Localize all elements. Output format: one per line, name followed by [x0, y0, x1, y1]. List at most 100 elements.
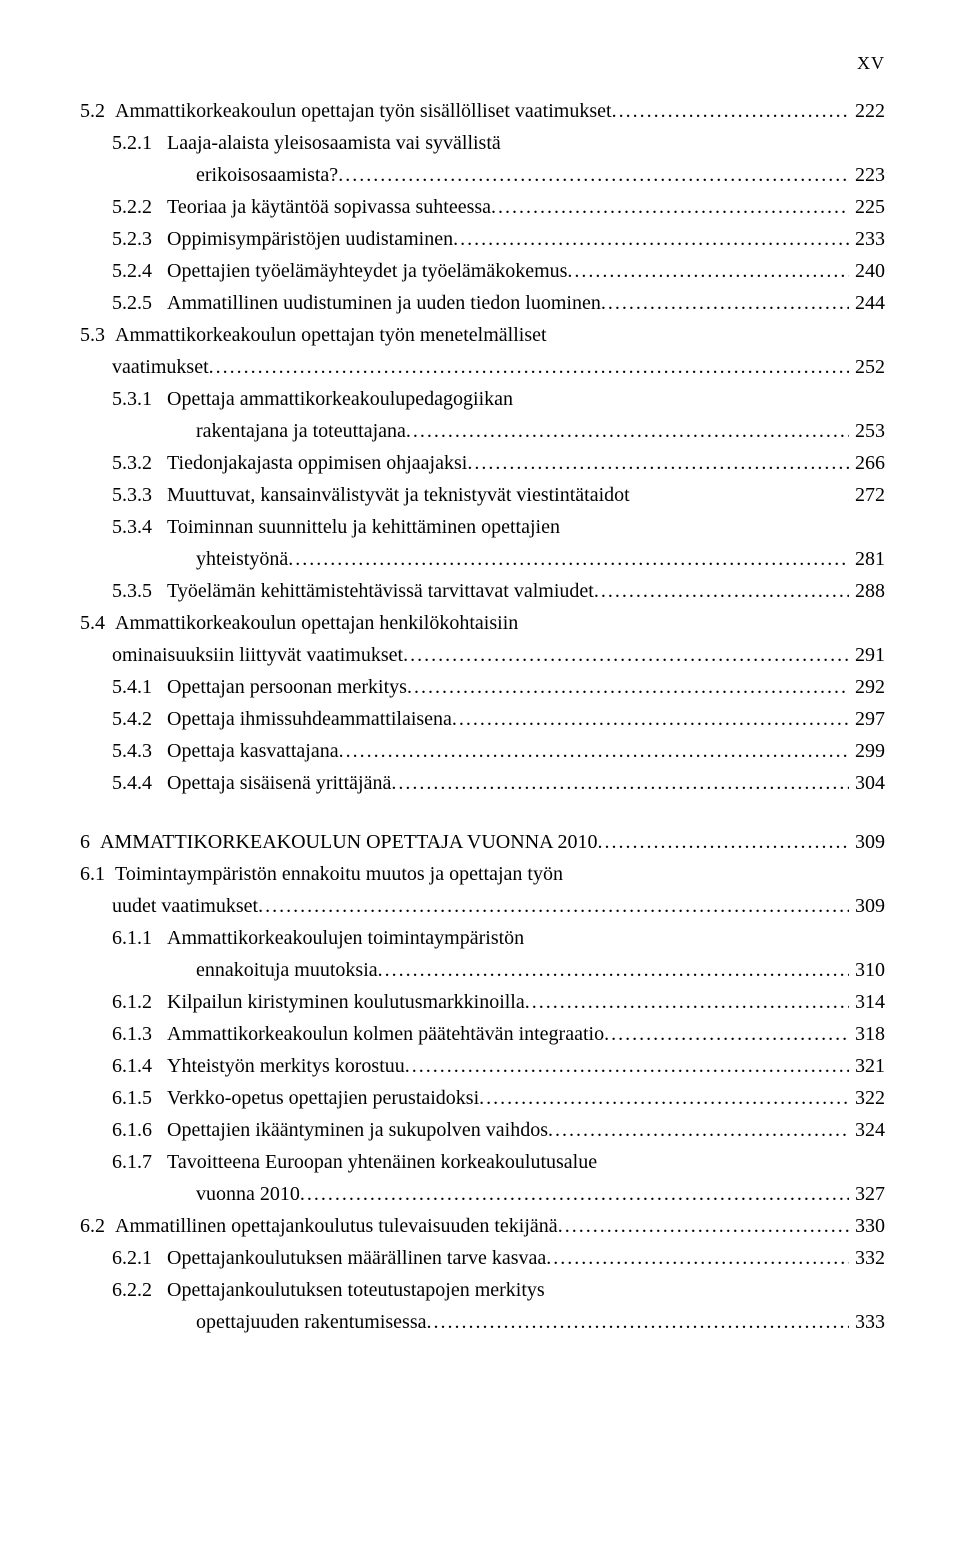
toc-entry-number: 6.1.7 — [112, 1147, 167, 1178]
toc-entry-title-wrap: vuonna 2010 — [196, 1179, 300, 1210]
toc-entry-number: 5.4.2 — [112, 704, 167, 735]
toc-leader-dots — [453, 224, 849, 255]
toc-entry-title-wrap: ennakoituja muutoksia — [196, 955, 378, 986]
toc-entry-page: 233 — [849, 224, 885, 255]
toc-entry: 6.1.6 Opettajien ikääntyminen ja sukupol… — [80, 1115, 885, 1146]
toc-entry-page: 244 — [849, 288, 885, 319]
toc-leader-dots — [601, 288, 849, 319]
toc-entry-title: Ammattikorkeakoulun opettajan työn sisäl… — [115, 96, 612, 127]
toc-entry-title: Opettajankoulutuksen toteutustapojen mer… — [167, 1275, 545, 1306]
toc-entry: 5.4 Ammattikorkeakoulun opettajan henkil… — [80, 608, 885, 639]
toc-entry-number: 6.2.2 — [112, 1275, 167, 1306]
toc-entry-wrap: uudet vaatimukset309 — [80, 891, 885, 922]
toc-entry: 5.4.1 Opettajan persoonan merkitys 292 — [80, 672, 885, 703]
toc-entry-title-wrap: erikoisosaamista? — [196, 160, 338, 191]
toc-entry-title: Tiedonjakajasta oppimisen ohjaajaksi — [167, 448, 467, 479]
toc-entry-number: 6.1.2 — [112, 987, 167, 1018]
toc-entry-number: 6 — [80, 827, 100, 858]
toc-entry-number: 6.2.1 — [112, 1243, 167, 1274]
toc-leader-dots — [491, 192, 849, 223]
toc-entry: 6.1.3 Ammattikorkeakoulun kolmen pääteht… — [80, 1019, 885, 1050]
toc-leader-dots — [406, 416, 849, 447]
toc-entry: 5.3.3 Muuttuvat, kansainvälistyvät ja te… — [80, 480, 885, 511]
toc-entry-wrap: vaatimukset252 — [80, 352, 885, 383]
toc-entry-wrap: erikoisosaamista?223 — [80, 160, 885, 191]
toc-entry-title: Oppimisympäristöjen uudistaminen — [167, 224, 453, 255]
toc-entry-title: Opettaja ihmissuhdeammattilaisena — [167, 704, 452, 735]
toc-leader-dots — [427, 1307, 850, 1338]
toc-entry: 6.1.7 Tavoitteena Euroopan yhtenäinen ko… — [80, 1147, 885, 1178]
toc-entry-page: 297 — [849, 704, 885, 735]
toc-entry-wrap: ominaisuuksiin liittyvät vaatimukset291 — [80, 640, 885, 671]
toc-entry-number: 5.4.1 — [112, 672, 167, 703]
toc-entry-page: 266 — [849, 448, 885, 479]
toc-entry-title: Opettajien ikääntyminen ja sukupolven va… — [167, 1115, 548, 1146]
toc-entry-number: 6.2 — [80, 1211, 115, 1242]
toc-entry-title: AMMATTIKORKEAKOULUN OPETTAJA VUONNA 2010 — [100, 827, 597, 858]
toc-entry-page: 310 — [849, 955, 885, 986]
toc-entry-title: Yhteistyön merkitys korostuu — [167, 1051, 405, 1082]
toc-entry-title: Toimintaympäristön ennakoitu muutos ja o… — [115, 859, 563, 890]
toc-entry-title: Opettajan persoonan merkitys — [167, 672, 407, 703]
toc-entry-page: 318 — [849, 1019, 885, 1050]
toc-entry: 6.2 Ammatillinen opettajankoulutus tulev… — [80, 1211, 885, 1242]
toc-entry: 5.4.2 Opettaja ihmissuhdeammattilaisena 2… — [80, 704, 885, 735]
toc-entry-title: Opettajien työelämäyhteydet ja työelämäk… — [167, 256, 567, 287]
toc-entry-page: 309 — [849, 827, 885, 858]
toc-entry: 5.4.4 Opettaja sisäisenä yrittäjänä304 — [80, 768, 885, 799]
toc-leader-dots — [338, 160, 849, 191]
toc-entry-number: 5.4.4 — [112, 768, 167, 799]
toc-entry: 6.1.5 Verkko-opetus opettajien perustaid… — [80, 1083, 885, 1114]
toc-entry-title: Ammattikorkeakoulun opettajan työn menet… — [115, 320, 547, 351]
toc-entry: 6.2.2 Opettajankoulutuksen toteutustapoj… — [80, 1275, 885, 1306]
toc-entry-page: 309 — [849, 891, 885, 922]
toc-entry: 6.2.1 Opettajankoulutuksen määrällinen t… — [80, 1243, 885, 1274]
toc-entry-page: 292 — [849, 672, 885, 703]
toc-entry: 6.1.1 Ammattikorkeakoulujen toimintaympä… — [80, 923, 885, 954]
toc-entry-page: 281 — [849, 544, 885, 575]
toc-entry: 5.2.5 Ammatillinen uudistuminen ja uuden… — [80, 288, 885, 319]
toc-entry-title: Ammattikorkeakoulujen toimintaympäristön — [167, 923, 524, 954]
toc-entry-title: Opettaja kasvattajana — [167, 736, 339, 767]
toc-entry-title: Teoriaa ja käytäntöä sopivassa suhteessa — [167, 192, 491, 223]
toc-leader-dots — [597, 827, 849, 858]
toc-entry-page: 321 — [849, 1051, 885, 1082]
toc-entry-title: Ammatillinen uudistuminen ja uuden tiedo… — [167, 288, 601, 319]
toc-entry-number: 5.4.3 — [112, 736, 167, 767]
toc-leader-dots — [546, 1243, 849, 1274]
toc-entry-title: Opettajankoulutuksen määrällinen tarve k… — [167, 1243, 546, 1274]
toc-leader-dots — [378, 955, 849, 986]
toc-entry-page: 225 — [849, 192, 885, 223]
toc-entry-title: Kilpailun kiristyminen koulutusmarkkinoi… — [167, 987, 525, 1018]
toc-entry: 5.2.3 Oppimisympäristöjen uudistaminen23… — [80, 224, 885, 255]
toc-entry-number: 5.3.5 — [112, 576, 167, 607]
toc-leader-dots — [391, 768, 849, 799]
toc-entry-page: 333 — [849, 1307, 885, 1338]
toc-leader-dots — [479, 1083, 849, 1114]
toc-entry: 5.3.5 Työelämän kehittämistehtävissä tar… — [80, 576, 885, 607]
toc-entry-page: 324 — [849, 1115, 885, 1146]
toc-leader-dots — [209, 352, 849, 383]
toc-entry-title-wrap: vaatimukset — [112, 352, 209, 383]
toc-entry: 6.1.2 Kilpailun kiristyminen koulutusmar… — [80, 987, 885, 1018]
toc-entry-wrap: yhteistyönä 281 — [80, 544, 885, 575]
toc-entry-number: 5.3.1 — [112, 384, 167, 415]
toc-entry-number: 5.4 — [80, 608, 115, 639]
toc-entry-number: 5.3.3 — [112, 480, 167, 511]
toc-entry: 5.2.4 Opettajien työelämäyhteydet ja työ… — [80, 256, 885, 287]
toc-leader-dots — [407, 672, 849, 703]
toc-entry-page: 314 — [849, 987, 885, 1018]
toc-entry-page: 322 — [849, 1083, 885, 1114]
toc-leader-dots — [467, 448, 849, 479]
toc-entry-title-wrap: yhteistyönä — [196, 544, 288, 575]
toc-entry-title-wrap: ominaisuuksiin liittyvät vaatimukset — [112, 640, 403, 671]
toc-leader-dots — [258, 891, 849, 922]
toc-leader-dots — [594, 576, 849, 607]
toc-entry: 5.2.2 Teoriaa ja käytäntöä sopivassa suh… — [80, 192, 885, 223]
toc-entry: 6.1.4 Yhteistyön merkitys korostuu321 — [80, 1051, 885, 1082]
toc-entry-page: 304 — [849, 768, 885, 799]
toc-entry: 5.2.1 Laaja-alaista yleisosaamista vai s… — [80, 128, 885, 159]
toc-leader-dots — [548, 1115, 849, 1146]
toc-entry-number: 5.2.5 — [112, 288, 167, 319]
toc-leader-dots — [612, 96, 849, 127]
